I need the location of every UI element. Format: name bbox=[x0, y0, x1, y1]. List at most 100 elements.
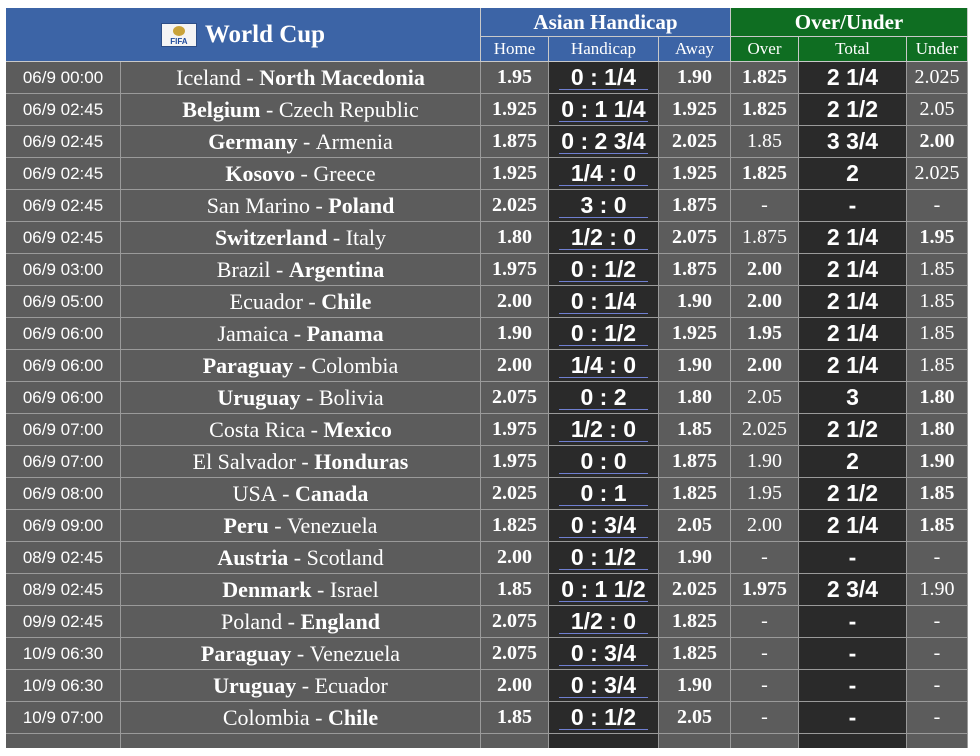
table-row: 06/9 02:45 Belgium - Czech Republic 1.925 0… bbox=[6, 94, 968, 126]
handicap-text: 1/2 : 0 bbox=[570, 608, 637, 634]
over-odds: 1.975 bbox=[731, 574, 799, 606]
home-team: Poland bbox=[221, 608, 283, 634]
away-odds: 2.05 bbox=[659, 510, 731, 542]
match-teams: Brazil - Argentina bbox=[121, 254, 481, 286]
home-odds: 2.025 bbox=[481, 478, 549, 510]
home-team: Paraguay bbox=[202, 352, 294, 378]
table-row: 08/9 02:45 Denmark - Israel 1.85 0 : 1 1/2 2… bbox=[6, 574, 968, 606]
over-under-header: Over/Under bbox=[731, 8, 968, 37]
total-goals: 2 1/4 bbox=[799, 510, 907, 542]
home-team: Uruguay bbox=[217, 384, 301, 410]
under-odds: - bbox=[907, 638, 968, 670]
over-odds: 1.95 bbox=[731, 478, 799, 510]
over-odds: 2.025 bbox=[731, 414, 799, 446]
home-odds: 2.00 bbox=[481, 670, 549, 702]
away-team: Czech Republic bbox=[278, 96, 419, 122]
handicap-text: 1/4 : 0 bbox=[570, 352, 637, 378]
match-teams: Austria - Scotland bbox=[121, 542, 481, 574]
away-team: Chile bbox=[321, 288, 372, 314]
home-team: Jamaica bbox=[217, 320, 289, 346]
table-row: 08/9 02:45 Austria - Scotland 2.00 0 : 1/2 1… bbox=[6, 542, 968, 574]
over-odds: - bbox=[731, 702, 799, 734]
over-odds: 2.00 bbox=[731, 350, 799, 382]
under-odds: - bbox=[907, 542, 968, 574]
match-teams: Switzerland - Italy bbox=[121, 222, 481, 254]
table-row: 06/9 06:00 Jamaica - Panama 1.90 0 : 1/2 1.9… bbox=[6, 318, 968, 350]
table-row: 06/9 07:00 El Salvador - Honduras 1.975 0 :… bbox=[6, 446, 968, 478]
under-odds: 1.90 bbox=[907, 446, 968, 478]
under-odds: - bbox=[907, 606, 968, 638]
home-odds: 2.00 bbox=[481, 350, 549, 382]
handicap-value: 0 : 1 bbox=[549, 478, 659, 510]
home-team: Costa Rica bbox=[209, 416, 306, 442]
home-team: Switzerland bbox=[214, 224, 328, 250]
under-odds: - bbox=[907, 190, 968, 222]
handicap-value: 0 : 2 3/4 bbox=[549, 126, 659, 158]
match-teams: San Marino - Poland bbox=[121, 190, 481, 222]
match-teams: El Salvador - Honduras bbox=[121, 446, 481, 478]
match-teams: Uruguay - Bolivia bbox=[121, 382, 481, 414]
away-odds: 1.875 bbox=[659, 254, 731, 286]
handicap-value: 0 : 2 bbox=[549, 382, 659, 414]
away-odds: 1.825 bbox=[659, 606, 731, 638]
home-odds: 1.975 bbox=[481, 446, 549, 478]
handicap-value: 1/2 : 0 bbox=[549, 222, 659, 254]
away-odds: 1.875 bbox=[659, 190, 731, 222]
asian-handicap-header: Asian Handicap bbox=[481, 8, 731, 37]
match-date: 06/9 07:00 bbox=[6, 446, 121, 478]
home-odds: 1.825 bbox=[481, 510, 549, 542]
away-odds: 2.025 bbox=[659, 574, 731, 606]
under-odds: 2.025 bbox=[907, 62, 968, 94]
match-date: 09/9 02:45 bbox=[6, 606, 121, 638]
home-odds: 2.00 bbox=[481, 542, 549, 574]
table-row: 06/9 02:45 Kosovo - Greece 1.925 1/4 : 0 1.9… bbox=[6, 158, 968, 190]
match-teams: Belgium - Czech Republic bbox=[121, 94, 481, 126]
col-header-away: Away bbox=[659, 37, 731, 62]
handicap-text: 0 : 1/4 bbox=[570, 288, 637, 314]
away-odds: 1.90 bbox=[659, 62, 731, 94]
away-team: Greece bbox=[313, 160, 376, 186]
home-team: Paraguay bbox=[200, 640, 292, 666]
over-odds: - bbox=[731, 606, 799, 638]
away-odds: 2.025 bbox=[659, 126, 731, 158]
handicap-text: 0 : 1 1/4 bbox=[561, 96, 646, 122]
match-date: 06/9 02:45 bbox=[6, 190, 121, 222]
match-teams: USA - Canada bbox=[121, 478, 481, 510]
match-date: 06/9 09:00 bbox=[6, 510, 121, 542]
table-row-partial bbox=[6, 734, 968, 748]
table-row: 06/9 02:45 Germany - Armenia 1.875 0 : 2 3/… bbox=[6, 126, 968, 158]
table-row: 10/9 06:30 Uruguay - Ecuador 2.00 0 : 3/4 1.… bbox=[6, 670, 968, 702]
match-date: 06/9 06:00 bbox=[6, 318, 121, 350]
total-goals: 2 bbox=[799, 158, 907, 190]
away-team: Colombia bbox=[311, 352, 399, 378]
home-team: Iceland bbox=[176, 64, 241, 90]
handicap-value: 0 : 1/2 bbox=[549, 254, 659, 286]
total-goals: - bbox=[799, 542, 907, 574]
col-header-under: Under bbox=[907, 37, 968, 62]
col-header-handicap: Handicap bbox=[549, 37, 659, 62]
away-team: Bolivia bbox=[318, 384, 384, 410]
table-row: 06/9 03:00 Brazil - Argentina 1.975 0 : 1/2… bbox=[6, 254, 968, 286]
table-row: 09/9 02:45 Poland - England 2.075 1/2 : 0 1.… bbox=[6, 606, 968, 638]
match-date: 06/9 06:00 bbox=[6, 382, 121, 414]
match-rows: 06/9 00:00 Iceland - North Macedonia 1.95 0… bbox=[6, 62, 968, 748]
table-row: 06/9 08:00 USA - Canada 2.025 0 : 1 1.825 1.9… bbox=[6, 478, 968, 510]
over-odds: 2.05 bbox=[731, 382, 799, 414]
empty-cell bbox=[731, 734, 799, 748]
match-date: 06/9 06:00 bbox=[6, 350, 121, 382]
table-row: 10/9 06:30 Paraguay - Venezuela 2.075 0 : 3… bbox=[6, 638, 968, 670]
over-odds: 1.825 bbox=[731, 94, 799, 126]
total-goals: 2 1/2 bbox=[799, 94, 907, 126]
handicap-value: 0 : 1 1/2 bbox=[549, 574, 659, 606]
handicap-value: 1/4 : 0 bbox=[549, 350, 659, 382]
home-team: San Marino bbox=[206, 192, 310, 218]
under-odds: 1.85 bbox=[907, 510, 968, 542]
match-date: 06/9 03:00 bbox=[6, 254, 121, 286]
total-goals: 2 1/4 bbox=[799, 286, 907, 318]
handicap-text: 0 : 1/2 bbox=[570, 256, 637, 282]
match-teams: Uruguay - Ecuador bbox=[121, 670, 481, 702]
under-odds: 1.85 bbox=[907, 350, 968, 382]
under-odds: 1.80 bbox=[907, 382, 968, 414]
empty-cell bbox=[549, 734, 659, 748]
match-date: 10/9 06:30 bbox=[6, 670, 121, 702]
